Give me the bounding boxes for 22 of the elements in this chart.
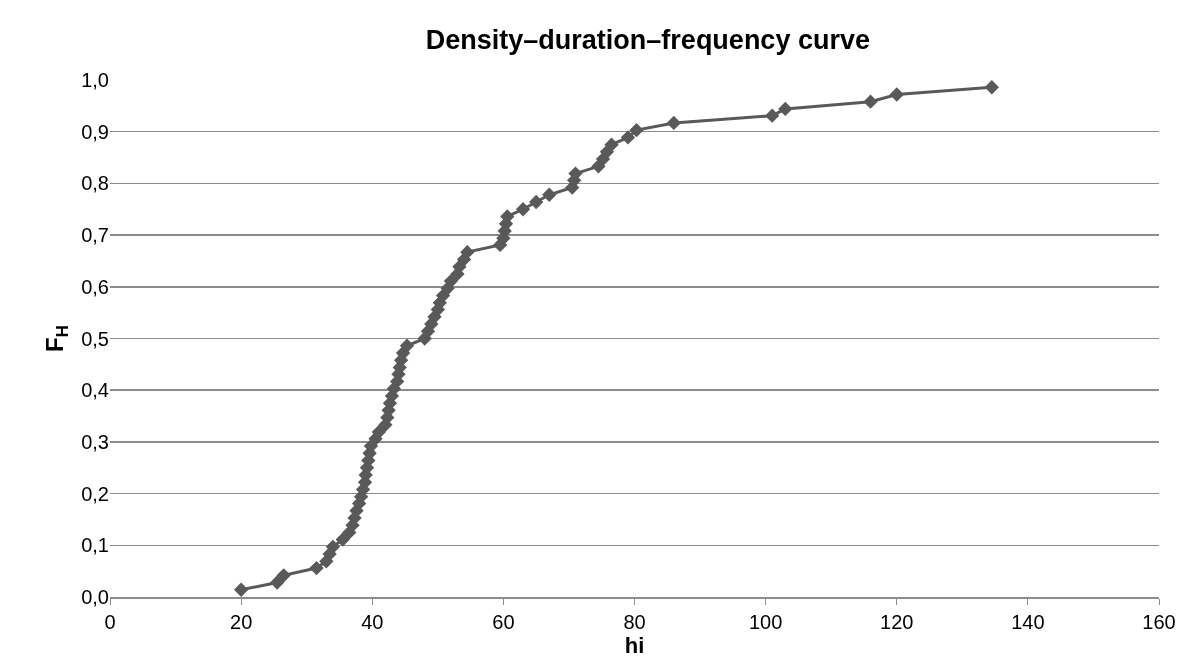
y-tick-label: 0,6 <box>81 275 109 298</box>
x-tick-label: 160 <box>1142 611 1176 633</box>
x-tick-label: 0 <box>104 611 116 633</box>
x-tick-label: 60 <box>492 611 515 633</box>
x-axis-title: hi <box>624 633 645 658</box>
y-tick-label: 0,8 <box>81 172 109 195</box>
x-tick-label: 80 <box>623 611 646 633</box>
y-tick-label: 0,2 <box>81 482 109 505</box>
x-tick-label: 40 <box>361 611 384 633</box>
chart-title: Density–duration–frequency curve <box>425 24 870 55</box>
y-tick-label: 0,4 <box>81 379 109 402</box>
y-tick-label: 0,5 <box>81 327 109 350</box>
y-tick-label: 0,1 <box>81 534 109 557</box>
x-tick-label: 20 <box>230 611 253 633</box>
y-tick-label: 0,3 <box>81 430 109 453</box>
x-tick-label: 100 <box>748 611 783 633</box>
x-tick-label: 140 <box>1011 611 1045 633</box>
y-tick-label: 0,0 <box>81 586 109 608</box>
y-tick-label: 0,9 <box>81 120 109 143</box>
y-tick-label: 0,7 <box>81 224 109 247</box>
y-tick-label: 1,0 <box>81 69 109 91</box>
x-tick-label: 120 <box>880 611 914 633</box>
